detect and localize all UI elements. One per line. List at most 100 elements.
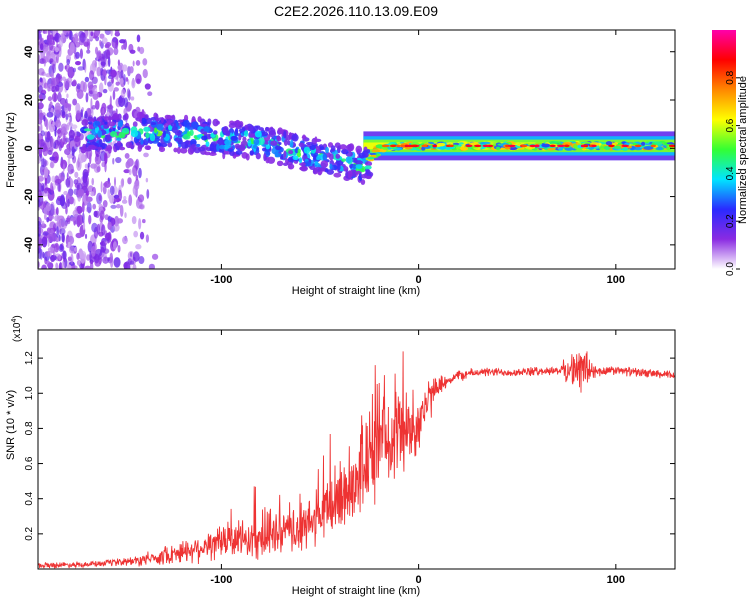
spectrogram-cell (64, 148, 71, 155)
spectrogram-cell (128, 89, 131, 101)
spectrogram-x-ticks: -100 0 100 (210, 30, 625, 286)
spectrogram-cell (80, 126, 88, 134)
spectrogram-cell (132, 121, 138, 128)
spectrogram-cell (135, 59, 141, 66)
spectrogram-cell (111, 76, 114, 84)
x-tick-label: -100 (210, 574, 232, 586)
spectrogram-cell (46, 260, 51, 267)
spectrogram-cell (42, 231, 49, 236)
spectrogram-cell (63, 78, 70, 90)
spectrogram-cell (135, 158, 140, 170)
spectrogram-cell (96, 166, 101, 173)
spectrogram-cell (142, 219, 146, 224)
spectrogram-cell (102, 143, 106, 148)
spectrogram-cell (587, 146, 595, 150)
spectrogram-cell (265, 144, 271, 150)
y-tick-label: 20 (23, 94, 35, 106)
spectrogram-cell (325, 146, 329, 154)
colorbar-tick-label: 0.2 (725, 214, 736, 228)
spectrogram-cell (495, 146, 501, 151)
spectrogram-cell (278, 142, 282, 146)
y-tick-label: 0 (23, 145, 35, 151)
spectrogram-cell (268, 127, 276, 136)
spectrogram-cell (39, 112, 44, 121)
spectrogram-cell (76, 215, 81, 228)
spectrogram-cell (38, 53, 41, 65)
spectrogram-cell (115, 81, 120, 86)
spectrogram-cell (149, 133, 156, 142)
spectrogram-cell (79, 32, 86, 43)
spectrogram-cell (107, 189, 111, 199)
spectrogram-cell (74, 246, 78, 252)
spectrogram-cell (72, 209, 79, 217)
spectrogram-hotspot (381, 144, 390, 148)
spectrogram-cell (43, 115, 46, 122)
spectrogram-cell (180, 147, 188, 154)
spectrogram-cell (335, 153, 341, 159)
spectrogram-cell (113, 47, 119, 56)
spectrogram-cell (43, 82, 48, 89)
spectrogram-cell (72, 67, 77, 73)
spectrogram-cell (452, 142, 460, 146)
spectrogram-cell (108, 103, 113, 114)
spectrogram-cell (146, 188, 150, 199)
spectrogram-cell (150, 122, 157, 126)
spectrogram-cell (41, 220, 45, 226)
spectrogram-cell (345, 170, 349, 179)
spectrogram-cell (81, 119, 89, 126)
spectrogram-cell (601, 142, 607, 145)
spectrogram-y-ticks: -40 -20 0 20 40 (23, 46, 675, 253)
spectrogram-cell (208, 152, 217, 156)
spectrogram-cell (113, 223, 120, 232)
spectrogram-cell (38, 227, 44, 234)
spectrogram-cell (230, 122, 238, 126)
spectrogram-cell (666, 146, 672, 151)
spectrogram-cell (613, 145, 622, 150)
spectrogram-cell (125, 77, 129, 82)
spectrogram-cell (60, 33, 65, 38)
spectrogram-cell (144, 114, 149, 120)
spectrogram-cell (77, 152, 85, 164)
spectrogram-cell (644, 143, 652, 146)
spectrogram-cell (139, 231, 145, 240)
spectrogram-cell (216, 143, 220, 152)
spectrogram-cell (38, 199, 41, 208)
spectrogram-cell (541, 143, 551, 148)
spectrogram-cell (66, 32, 69, 39)
spectrogram-cell (49, 101, 53, 109)
spectrogram-cell (314, 136, 318, 143)
spectrogram-cell (65, 177, 71, 188)
spectrogram-cell (102, 88, 108, 94)
spectrogram-cell (558, 146, 564, 151)
spectrogram-hotspot (482, 144, 490, 148)
spectrogram-cell (643, 146, 654, 150)
spectrogram-cell (352, 163, 357, 170)
spectrogram-cell (96, 117, 103, 123)
spectrogram-cell (70, 253, 74, 265)
spectrogram-cell (156, 123, 164, 131)
spectrogram-cell (257, 137, 265, 146)
spectrogram-cell (118, 95, 126, 107)
spectrogram-cell (44, 166, 49, 179)
spectrogram-cell (106, 111, 110, 117)
spectrogram-cell (195, 143, 201, 148)
spectrogram-cell (260, 131, 269, 137)
spectrogram-cell (80, 80, 85, 93)
spectrogram-cell (55, 262, 59, 269)
spectrogram-cell (127, 177, 132, 185)
spectrogram-cell (75, 232, 83, 239)
spectrogram-cell (42, 145, 49, 157)
spectrogram-cell (86, 254, 91, 261)
spectrogram-cell (43, 182, 48, 194)
spectrogram-cell (86, 134, 95, 140)
spectrogram-cell (330, 145, 336, 152)
spectrogram-cell (148, 263, 155, 269)
spectrogram-cell (145, 177, 149, 183)
spectrogram-cell (176, 146, 181, 154)
spectrogram-cell (58, 36, 64, 48)
spectrogram-cell (128, 168, 132, 176)
spectrogram-cell (109, 256, 114, 268)
spectrogram-cell (54, 102, 61, 114)
spectrogram-cell (104, 121, 108, 125)
snr-multiplier-exp: 4 (11, 319, 18, 323)
